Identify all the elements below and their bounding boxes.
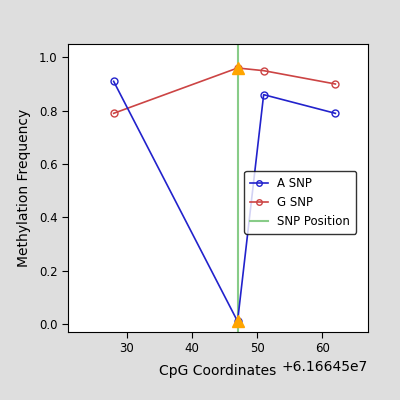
X-axis label: CpG Coordinates: CpG Coordinates [159,364,277,378]
Legend: A SNP, G SNP, SNP Position: A SNP, G SNP, SNP Position [244,171,356,234]
Y-axis label: Methylation Frequency: Methylation Frequency [17,109,31,267]
